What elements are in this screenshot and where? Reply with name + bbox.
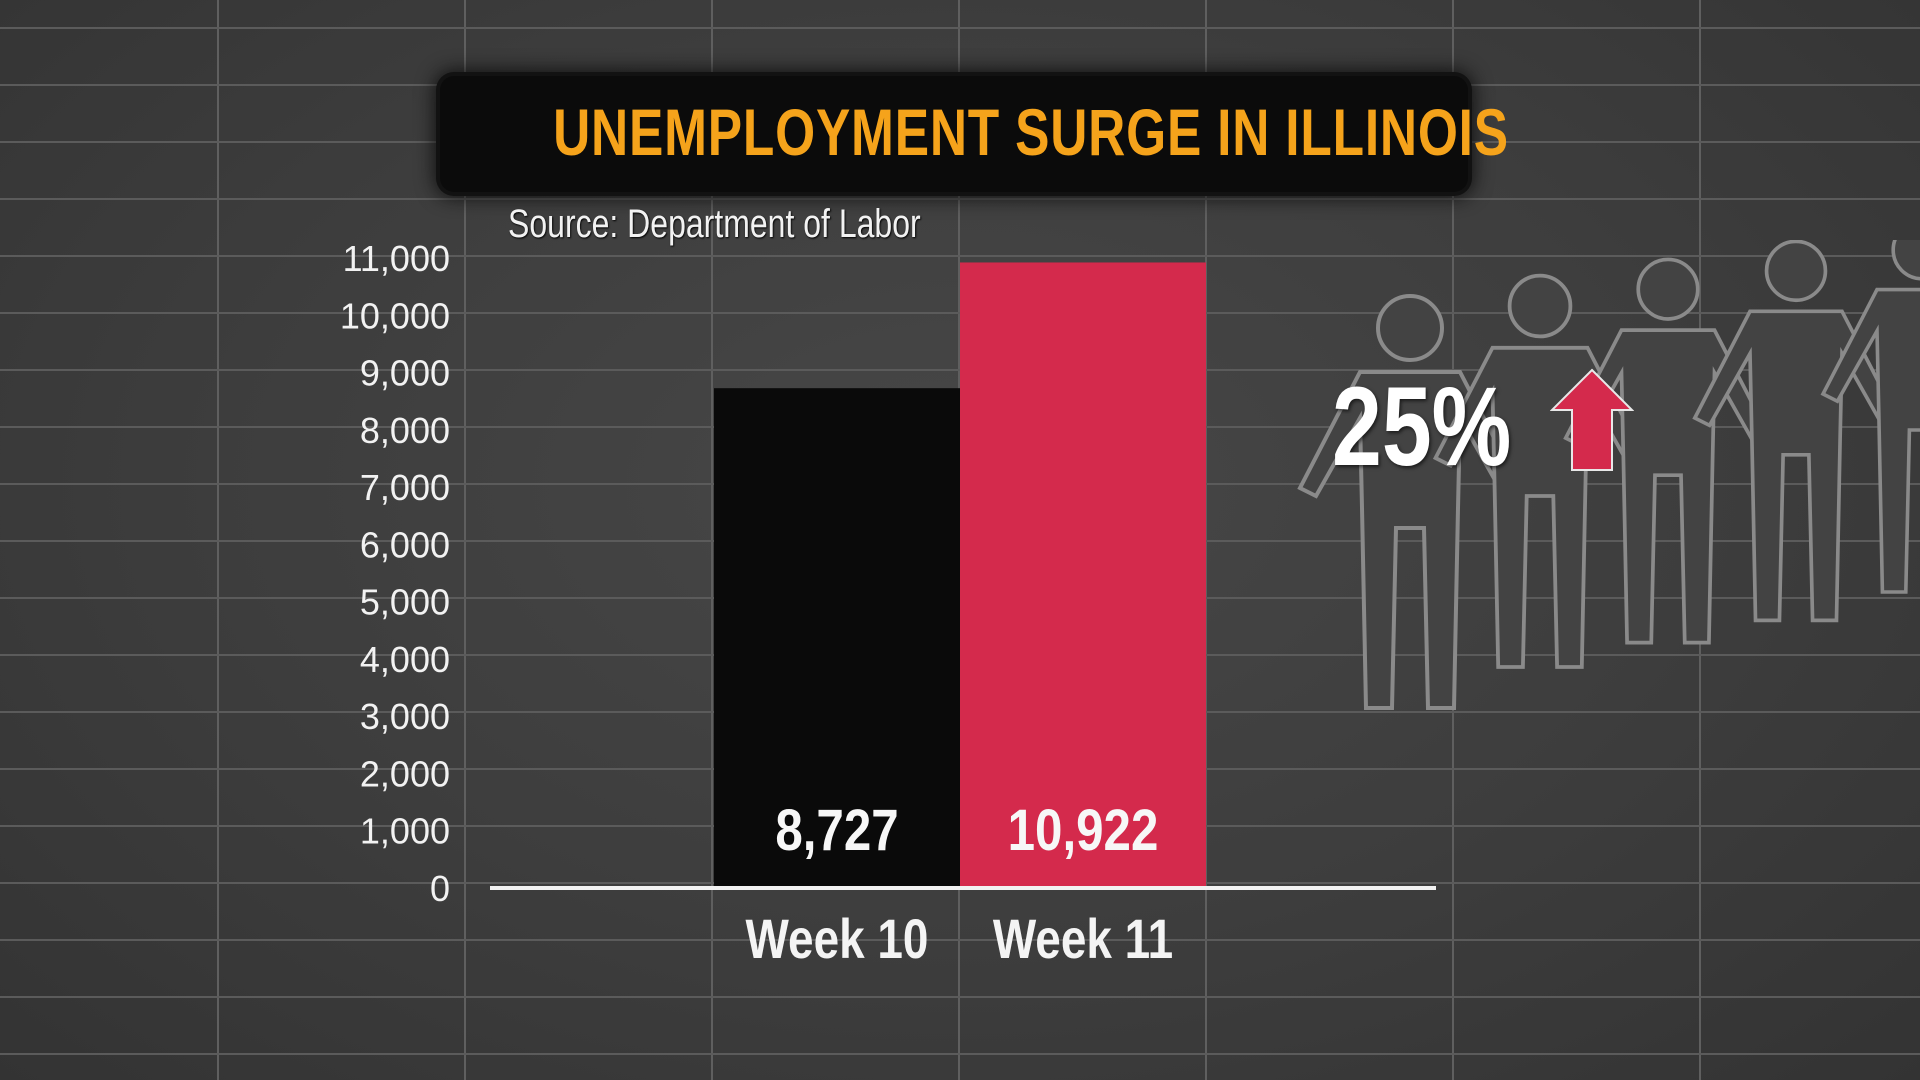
y-tick-label: 9,000 <box>360 353 450 394</box>
percent-change-label: 25% <box>1332 364 1512 489</box>
y-tick-label: 11,000 <box>343 238 450 279</box>
y-tick-label: 1,000 <box>360 811 450 852</box>
title-banner: UNEMPLOYMENT SURGE IN ILLINOIS <box>440 76 1509 192</box>
bar-value-label: 8,727 <box>775 798 898 863</box>
y-tick-label: 0 <box>430 868 450 909</box>
y-tick-label: 4,000 <box>360 639 450 680</box>
y-tick-label: 8,000 <box>360 410 450 451</box>
up-arrow-shape <box>1550 368 1634 471</box>
bars: 8,727 10,922 <box>714 262 1206 888</box>
source-label: Source: Department of Labor <box>508 202 921 246</box>
up-arrow-icon <box>1550 368 1634 471</box>
y-tick-label: 2,000 <box>360 753 450 794</box>
bar-value-label: 10,922 <box>1008 798 1159 863</box>
y-tick-label: 10,000 <box>340 295 450 336</box>
person-figure <box>1820 240 1920 594</box>
y-tick-label: 6,000 <box>360 524 450 565</box>
x-tick-label: Week 10 <box>746 908 929 970</box>
x-axis: Week 10 Week 11 <box>746 908 1174 970</box>
person-figure <box>1692 240 1900 623</box>
bar <box>714 388 960 888</box>
x-tick-label: Week 11 <box>993 908 1173 970</box>
bar <box>960 262 1206 888</box>
y-tick-label: 3,000 <box>360 696 450 737</box>
y-tick-label: 5,000 <box>360 582 450 623</box>
y-tick-label: 7,000 <box>360 467 450 508</box>
y-axis: 0 1,000 2,000 3,000 4,000 5,000 6,000 7,000 8,00… <box>340 238 450 909</box>
chart-title: UNEMPLOYMENT SURGE IN ILLINOIS <box>553 95 1509 169</box>
